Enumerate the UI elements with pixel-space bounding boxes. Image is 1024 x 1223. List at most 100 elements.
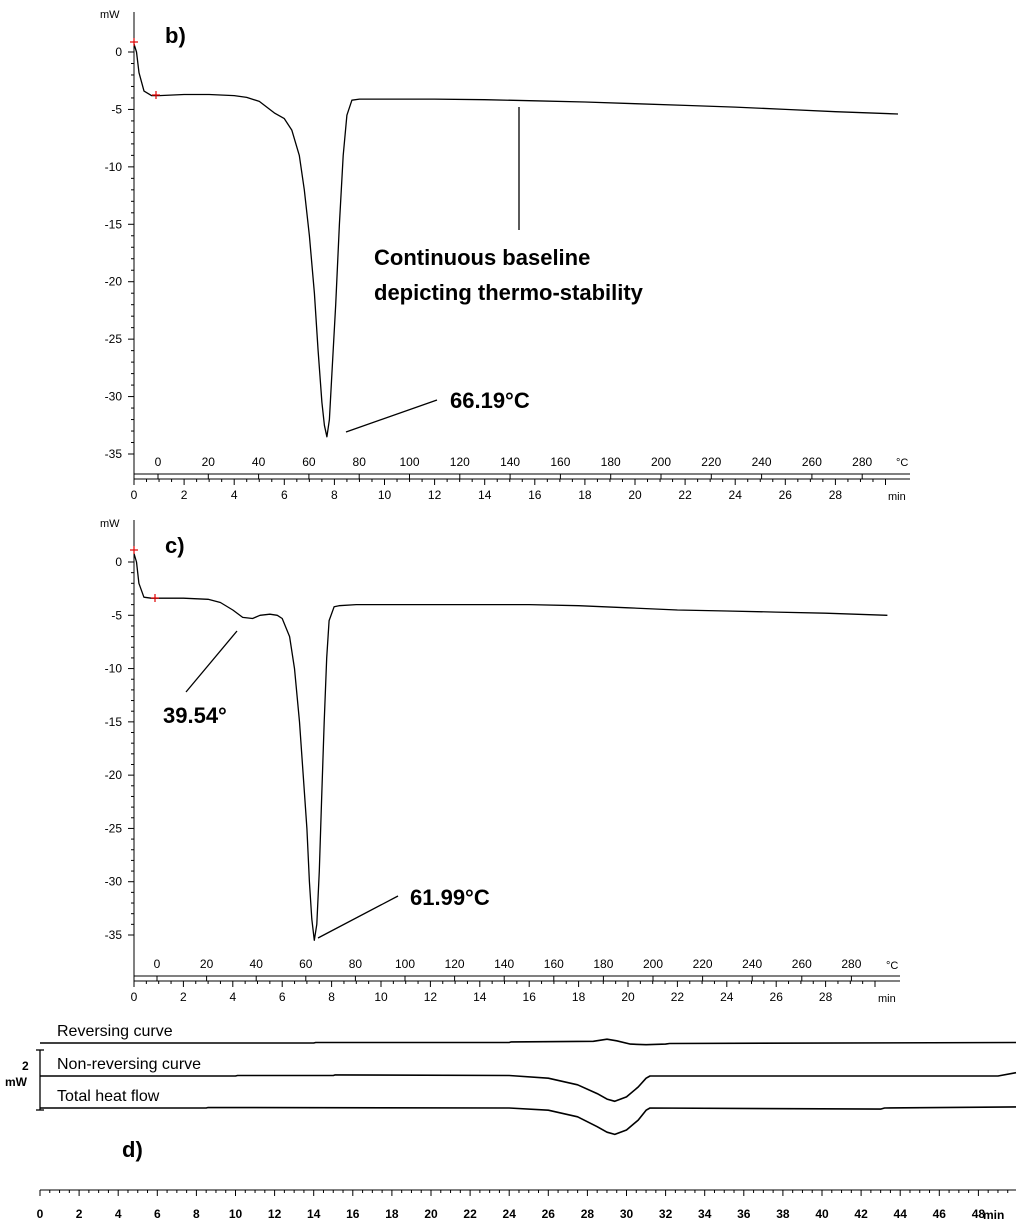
panel-c-x2-tick-label: 240 — [742, 957, 762, 971]
panel-d-x-tick-label: 22 — [463, 1207, 477, 1221]
panel-b-x2-tick-label: 40 — [252, 455, 266, 469]
panel-d-x-tick-label: 28 — [581, 1207, 595, 1221]
panel-b-x2-tick-label: 180 — [601, 455, 621, 469]
panel-d-x-tick-label: 20 — [424, 1207, 438, 1221]
panel-d-curve-1 — [40, 1071, 1017, 1103]
panel-b-x2-tick-label: 220 — [701, 455, 721, 469]
panel-d-nonreversing-label: Non-reversing curve — [57, 1056, 201, 1073]
panel-b-x2-tick-label: 120 — [450, 455, 470, 469]
panel-b-peak-leader — [345, 399, 438, 433]
panel-d-x-tick-label: 46 — [933, 1207, 947, 1221]
panel-b-x2-tick-label: 80 — [353, 455, 367, 469]
panel-c-x-tick-label: 0 — [131, 990, 138, 1004]
panel-d-x-tick-label: 8 — [193, 1207, 200, 1221]
panel-c-y-tick-label: -30 — [105, 875, 123, 889]
panel-c-x2-tick-label: 160 — [544, 957, 564, 971]
panel-d-x-tick-label: 42 — [854, 1207, 868, 1221]
panel-d-x-tick-label: 12 — [268, 1207, 282, 1221]
panel-d-x-tick-label: 14 — [307, 1207, 321, 1221]
panel-c-x2-tick-label: 280 — [841, 957, 861, 971]
panel-c-x2-unit: °C — [886, 960, 898, 972]
panel-b-x2-tick-label: 200 — [651, 455, 671, 469]
panel-d-reversing-label: Reversing curve — [57, 1023, 173, 1040]
panel-b-y-tick-label: 0 — [115, 45, 122, 59]
panel-d-x-tick-label: 26 — [542, 1207, 556, 1221]
panel-d-x-tick-label: 2 — [76, 1207, 83, 1221]
panel-c-x2-tick-label: 60 — [299, 957, 313, 971]
panel-c-y-tick-label: -35 — [105, 928, 123, 942]
panel-c-x2-tick-label: 180 — [593, 957, 613, 971]
panel-c-onset-leader — [185, 630, 238, 693]
panel-c-x2-tick-label: 120 — [445, 957, 465, 971]
panel-b-x-tick-label: 4 — [231, 488, 238, 502]
panel-d-totalheat-label: Total heat flow — [57, 1088, 160, 1105]
panel-d-x-tick-label: 0 — [37, 1207, 44, 1221]
panel-d-x-tick-label: 40 — [815, 1207, 829, 1221]
panel-d-curve-2 — [40, 1106, 1017, 1136]
panel-c-dsc-curve — [133, 553, 888, 941]
panel-d-curve-0 — [40, 1038, 1017, 1046]
panel-c-peak-annotation: 61.99°C — [410, 885, 490, 910]
panel-c-x-tick-label: 28 — [819, 990, 833, 1004]
panel-c-x-tick-label: 22 — [671, 990, 685, 1004]
panel-b-x-tick-label: 8 — [331, 488, 338, 502]
panel-c-y-unit: mW — [100, 518, 120, 530]
panel-c-y-tick-label: -25 — [105, 821, 123, 835]
panel-c-x2-tick-label: 80 — [349, 957, 363, 971]
panel-b-peak-annotation: 66.19°C — [450, 388, 530, 413]
panel-b-y-tick-label: -35 — [105, 447, 123, 461]
panel-d-x-tick-label: 32 — [659, 1207, 673, 1221]
panel-c-x-tick-label: 24 — [720, 990, 734, 1004]
panel-b-y-tick-label: -25 — [105, 332, 123, 346]
panel-c-y-tick-label: -20 — [105, 768, 123, 782]
panel-d-scale-value: 2 — [22, 1059, 29, 1073]
panel-c-x-tick-label: 20 — [621, 990, 635, 1004]
panel-b-x2-tick-label: 240 — [752, 455, 772, 469]
panel-b-x-tick-label: 14 — [478, 488, 492, 502]
panel-c-x-tick-label: 6 — [279, 990, 286, 1004]
panel-c-x2-tick-label: 200 — [643, 957, 663, 971]
panel-b-y-unit: mW — [100, 9, 120, 21]
panel-b-y-tick-label: -15 — [105, 217, 123, 231]
panel-b-x2-tick-label: 160 — [550, 455, 570, 469]
panel-b-label: b) — [165, 23, 186, 48]
panel-b-x2-tick-label: 100 — [399, 455, 419, 469]
panel-c-x-tick-label: 16 — [523, 990, 537, 1004]
panel-b-x-tick-label: 2 — [181, 488, 188, 502]
panel-c-x-tick-label: 2 — [180, 990, 187, 1004]
panel-b-x-unit: min — [888, 491, 906, 503]
panel-c-x2-tick-label: 140 — [494, 957, 514, 971]
panel-c-x-tick-label: 8 — [328, 990, 335, 1004]
panel-c-peak-leader — [317, 895, 399, 939]
panel-d-x-tick-label: 16 — [346, 1207, 360, 1221]
panel-d-scale-unit: mW — [5, 1075, 28, 1089]
panel-b-x-tick-label: 16 — [528, 488, 542, 502]
panel-d-x-tick-label: 48 — [972, 1207, 986, 1221]
panel-b-x-tick-label: 0 — [131, 488, 138, 502]
panel-c-x2-tick-label: 260 — [792, 957, 812, 971]
panel-b-y-tick-label: -10 — [105, 160, 123, 174]
panel-d-x-tick-label: 4 — [115, 1207, 122, 1221]
panel-b-x-tick-label: 22 — [678, 488, 692, 502]
panel-c: c) mW min °C 39.54° 61.99°C 0 -5 -10 -15 -20… — [100, 518, 900, 1005]
panel-b-y-tick-label: -5 — [111, 102, 122, 116]
panel-b-x-tick-label: 26 — [779, 488, 793, 502]
panel-d-x-unit: min — [983, 1208, 1004, 1222]
panel-c-label: c) — [165, 533, 185, 558]
panel-b-y-tick-label: -30 — [105, 390, 123, 404]
panel-c-onset-annotation: 39.54° — [163, 703, 227, 728]
panel-d-x-tick-label: 24 — [503, 1207, 517, 1221]
panel-b-x-tick-label: 20 — [628, 488, 642, 502]
panel-d-x-tick-label: 34 — [698, 1207, 712, 1221]
panel-b-x2-tick-label: 0 — [155, 455, 162, 469]
panel-d-x-tick-label: 36 — [737, 1207, 751, 1221]
panel-d-x-tick-label: 18 — [385, 1207, 399, 1221]
panel-c-x-tick-label: 14 — [473, 990, 487, 1004]
panel-c-x-unit: min — [878, 993, 896, 1005]
panel-d-label: d) — [122, 1137, 143, 1162]
panel-b-x-tick-label: 28 — [829, 488, 843, 502]
panel-c-y-tick-label: 0 — [115, 555, 122, 569]
panel-b-baseline-annotation-line2: depicting thermo-stability — [374, 280, 644, 305]
panel-c-x2-tick-label: 40 — [250, 957, 264, 971]
panel-c-y-tick-label: -10 — [105, 662, 123, 676]
